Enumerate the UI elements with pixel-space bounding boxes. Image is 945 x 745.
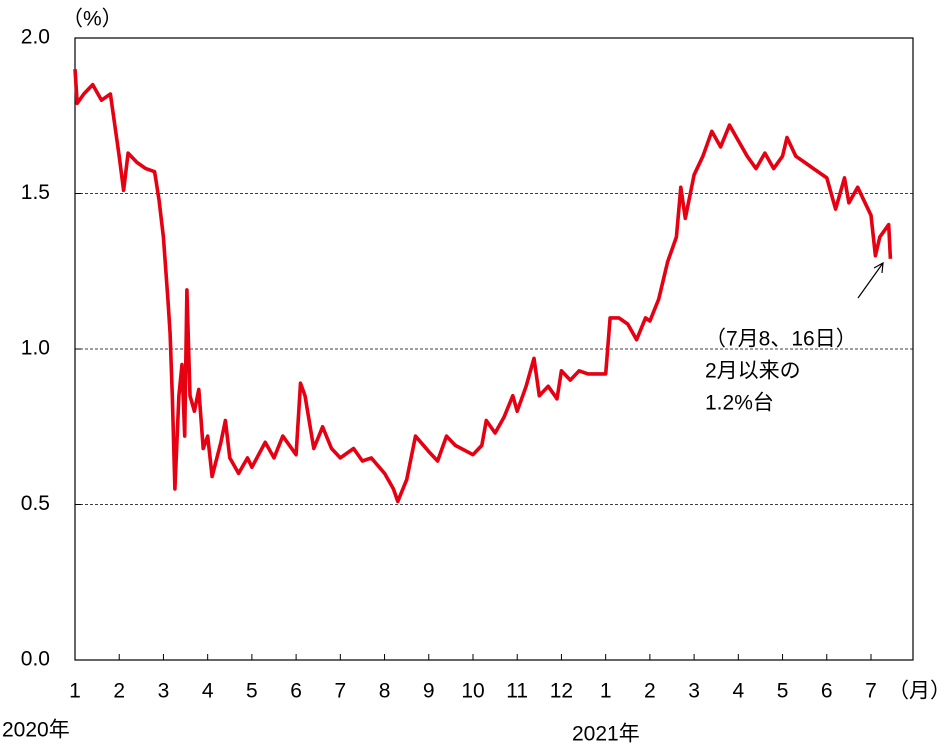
- x-tick-label: 3: [158, 680, 170, 703]
- line-series: [73, 68, 893, 504]
- x-tick-label: 1: [69, 680, 81, 703]
- year-label: 2021年: [572, 723, 640, 745]
- x-tick-label: 11: [506, 680, 528, 703]
- y-tick-label: 0.0: [21, 648, 50, 671]
- x-tick-label: 5: [777, 680, 789, 703]
- y-tick-label: 1.5: [21, 181, 50, 204]
- y-tick-label: 0.5: [21, 492, 50, 515]
- x-tick-label: 5: [246, 680, 258, 703]
- x-tick-label: 6: [290, 680, 302, 703]
- annotation: 2月以来の: [705, 360, 801, 383]
- x-tick-label: 2: [113, 680, 125, 703]
- annotation: 1.2%台: [705, 392, 774, 415]
- x-tick-label: 12: [550, 680, 573, 703]
- x-tick-label: 1: [600, 680, 612, 703]
- annotation: （7月8、16日）: [705, 328, 857, 351]
- x-tick-label: 10: [461, 680, 484, 703]
- x-tick-label: 8: [379, 680, 391, 703]
- annotation-arrow: [857, 262, 884, 299]
- year-label: 2020年: [2, 719, 70, 742]
- x-tick-label: 9: [423, 680, 435, 703]
- y-tick-label: 2.0: [21, 26, 50, 49]
- x-tick-label: 4: [202, 680, 214, 703]
- x-tick-label: 7: [865, 680, 877, 703]
- x-tick-label: 3: [688, 680, 700, 703]
- x-axis-label: （月）: [888, 680, 945, 703]
- x-tick-label: 7: [334, 680, 346, 703]
- y-axis-label: （%）: [62, 8, 123, 31]
- y-tick-label: 1.0: [21, 337, 50, 360]
- x-tick-label: 6: [821, 680, 833, 703]
- x-tick-label: 2: [644, 680, 656, 703]
- annotation-arrowhead: [873, 261, 884, 274]
- x-tick-label: 4: [732, 680, 744, 703]
